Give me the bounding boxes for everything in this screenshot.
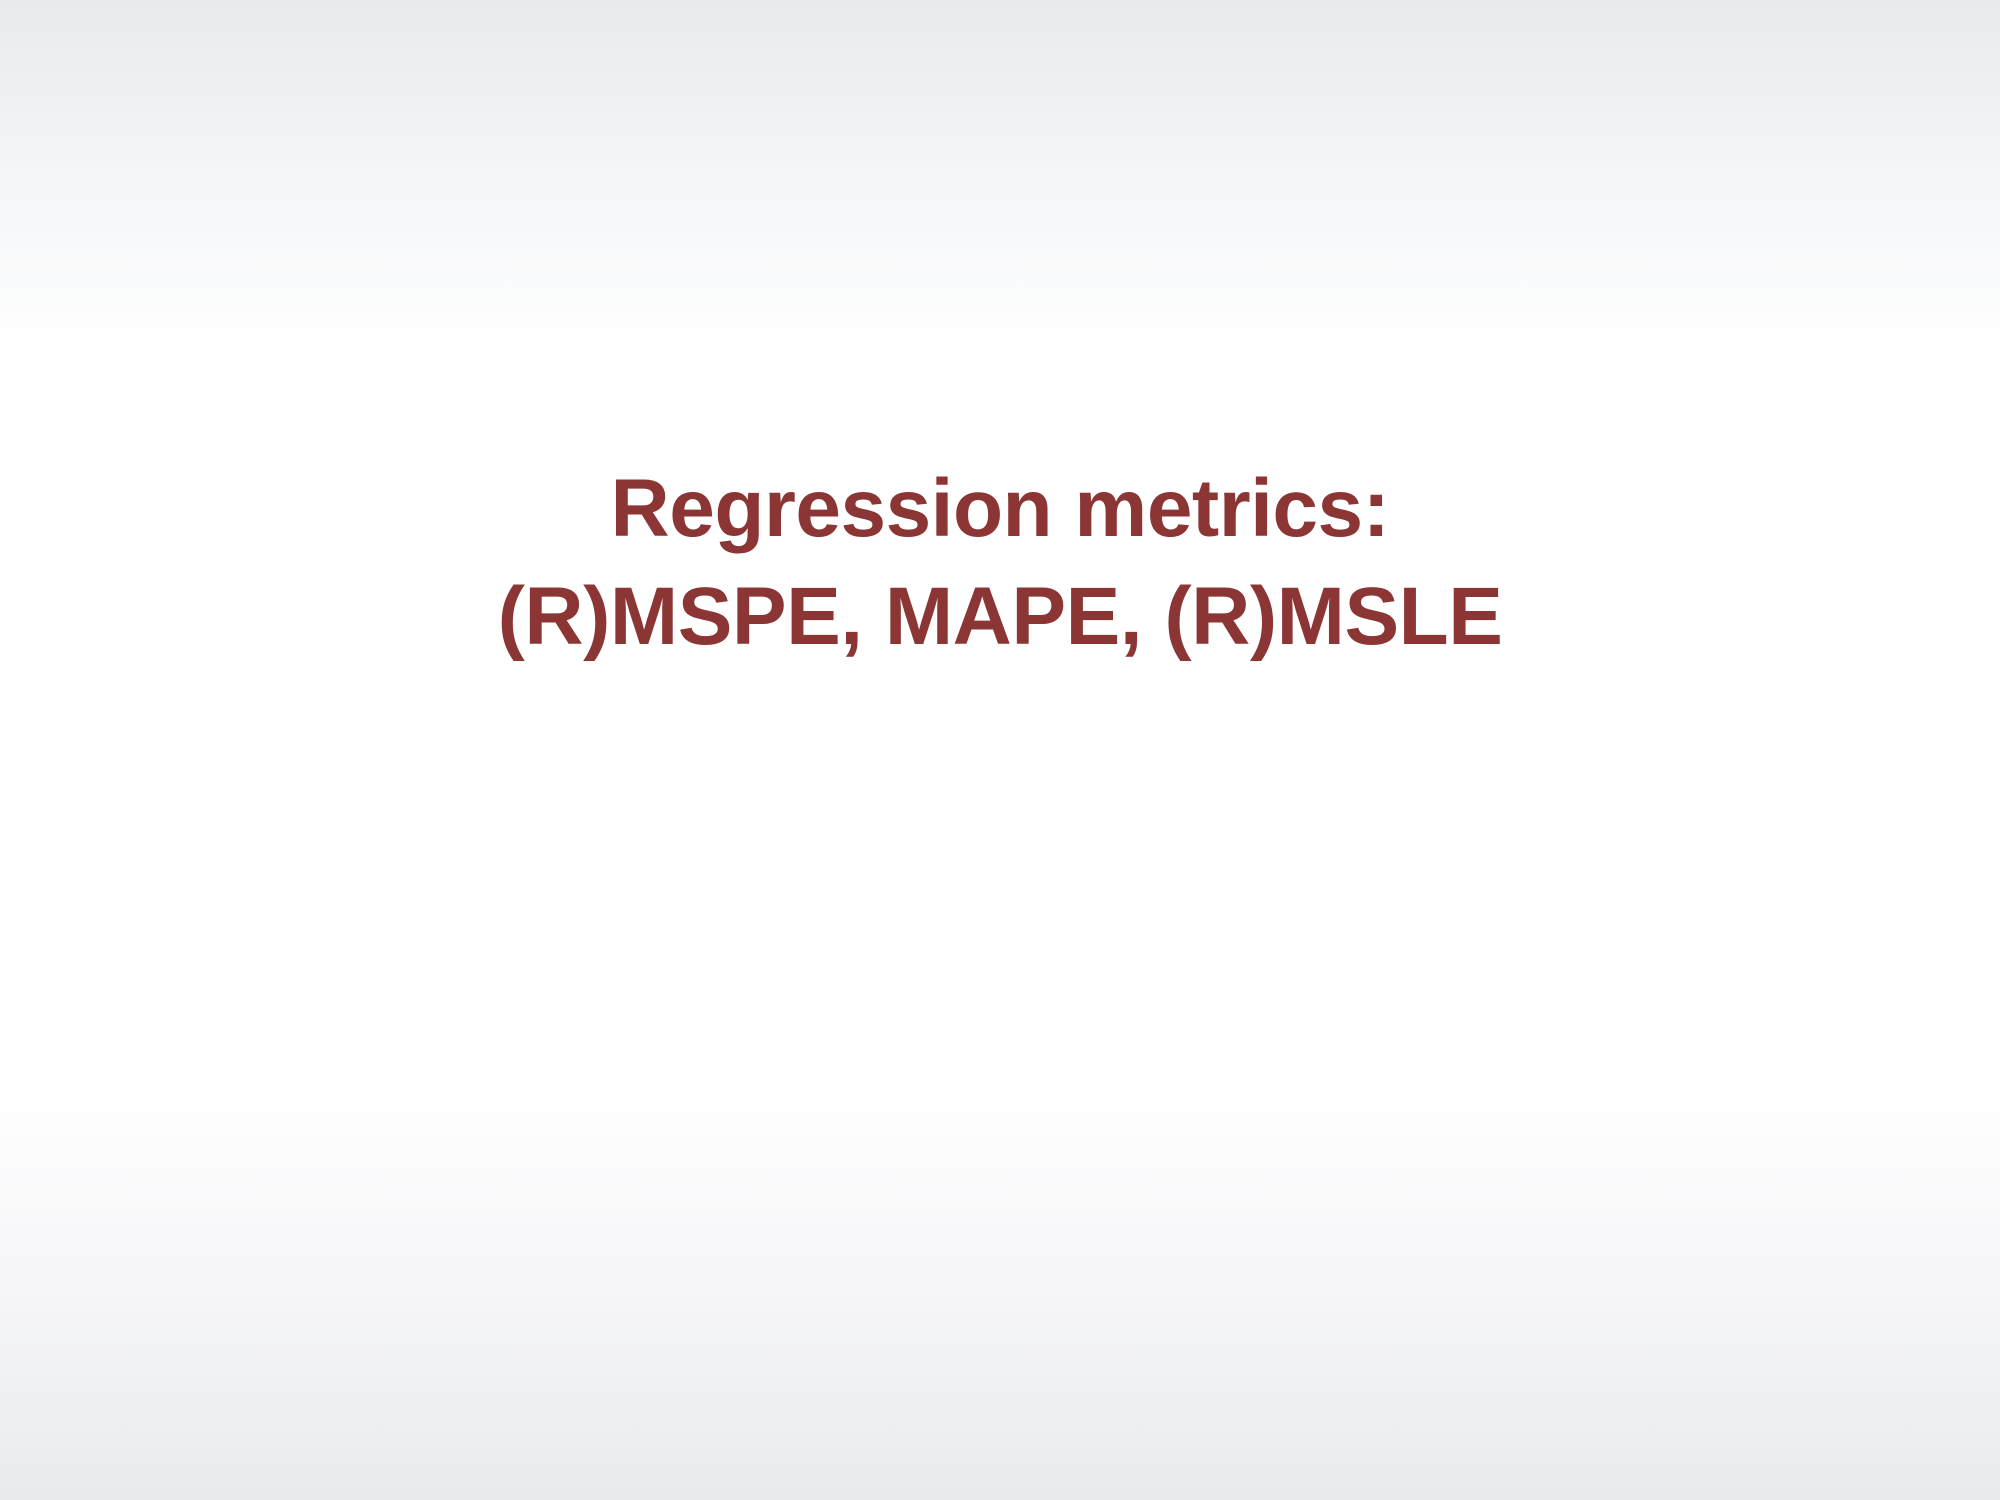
title-line-2: (R)MSPE, MAPE, (R)MSLE [497, 571, 1503, 662]
title-line-1: Regression metrics: [610, 463, 1390, 554]
slide-title: Regression metrics: (R)MSPE, MAPE, (R)MS… [0, 455, 2000, 671]
